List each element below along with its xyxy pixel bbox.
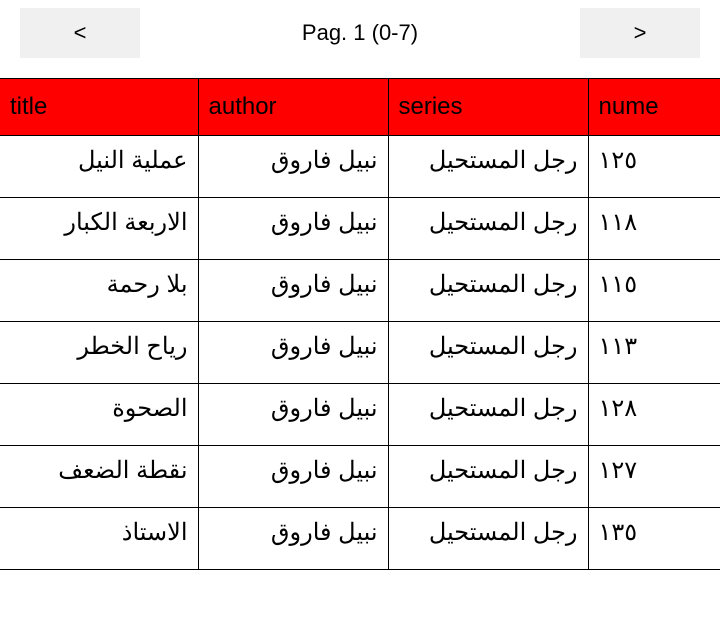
column-header-title[interactable]: title — [0, 79, 198, 136]
column-header-number[interactable]: nume — [588, 79, 720, 136]
table-row[interactable]: عملية النيل نبيل فاروق رجل المستحيل ١٢٥ — [0, 136, 720, 198]
cell-number: ١٢٨ — [588, 384, 720, 446]
cell-number: ١٢٧ — [588, 446, 720, 508]
table-row[interactable]: نقطة الضعف نبيل فاروق رجل المستحيل ١٢٧ — [0, 446, 720, 508]
table-row[interactable]: الاربعة الكبار نبيل فاروق رجل المستحيل ١… — [0, 198, 720, 260]
cell-title: بلا رحمة — [0, 260, 198, 322]
cell-author: نبيل فاروق — [198, 136, 388, 198]
cell-author: نبيل فاروق — [198, 322, 388, 384]
cell-title: الاستاذ — [0, 508, 198, 570]
cell-series: رجل المستحيل — [388, 508, 588, 570]
table-row[interactable]: بلا رحمة نبيل فاروق رجل المستحيل ١١٥ — [0, 260, 720, 322]
cell-series: رجل المستحيل — [388, 260, 588, 322]
cell-series: رجل المستحيل — [388, 198, 588, 260]
table-row[interactable]: الاستاذ نبيل فاروق رجل المستحيل ١٣٥ — [0, 508, 720, 570]
cell-series: رجل المستحيل — [388, 322, 588, 384]
table-header-row: title author series nume — [0, 79, 720, 136]
data-table: title author series nume عملية النيل نبي… — [0, 78, 720, 570]
cell-number: ١٢٥ — [588, 136, 720, 198]
cell-author: نبيل فاروق — [198, 384, 388, 446]
cell-author: نبيل فاروق — [198, 198, 388, 260]
cell-series: رجل المستحيل — [388, 136, 588, 198]
next-button[interactable]: > — [580, 8, 700, 58]
cell-author: نبيل فاروق — [198, 508, 388, 570]
cell-title: رياح الخطر — [0, 322, 198, 384]
table-container: title author series nume عملية النيل نبي… — [0, 78, 720, 570]
cell-series: رجل المستحيل — [388, 384, 588, 446]
table-row[interactable]: رياح الخطر نبيل فاروق رجل المستحيل ١١٣ — [0, 322, 720, 384]
pagination-bar: < Pag. 1 (0-7) > — [0, 0, 720, 78]
cell-title: الصحوة — [0, 384, 198, 446]
prev-button[interactable]: < — [20, 8, 140, 58]
column-header-author[interactable]: author — [198, 79, 388, 136]
cell-series: رجل المستحيل — [388, 446, 588, 508]
cell-title: عملية النيل — [0, 136, 198, 198]
cell-title: نقطة الضعف — [0, 446, 198, 508]
cell-author: نبيل فاروق — [198, 446, 388, 508]
column-header-series[interactable]: series — [388, 79, 588, 136]
page-indicator: Pag. 1 (0-7) — [160, 20, 560, 46]
cell-title: الاربعة الكبار — [0, 198, 198, 260]
cell-number: ١١٥ — [588, 260, 720, 322]
cell-number: ١١٨ — [588, 198, 720, 260]
table-row[interactable]: الصحوة نبيل فاروق رجل المستحيل ١٢٨ — [0, 384, 720, 446]
cell-author: نبيل فاروق — [198, 260, 388, 322]
cell-number: ١١٣ — [588, 322, 720, 384]
table-body: عملية النيل نبيل فاروق رجل المستحيل ١٢٥ … — [0, 136, 720, 570]
cell-number: ١٣٥ — [588, 508, 720, 570]
